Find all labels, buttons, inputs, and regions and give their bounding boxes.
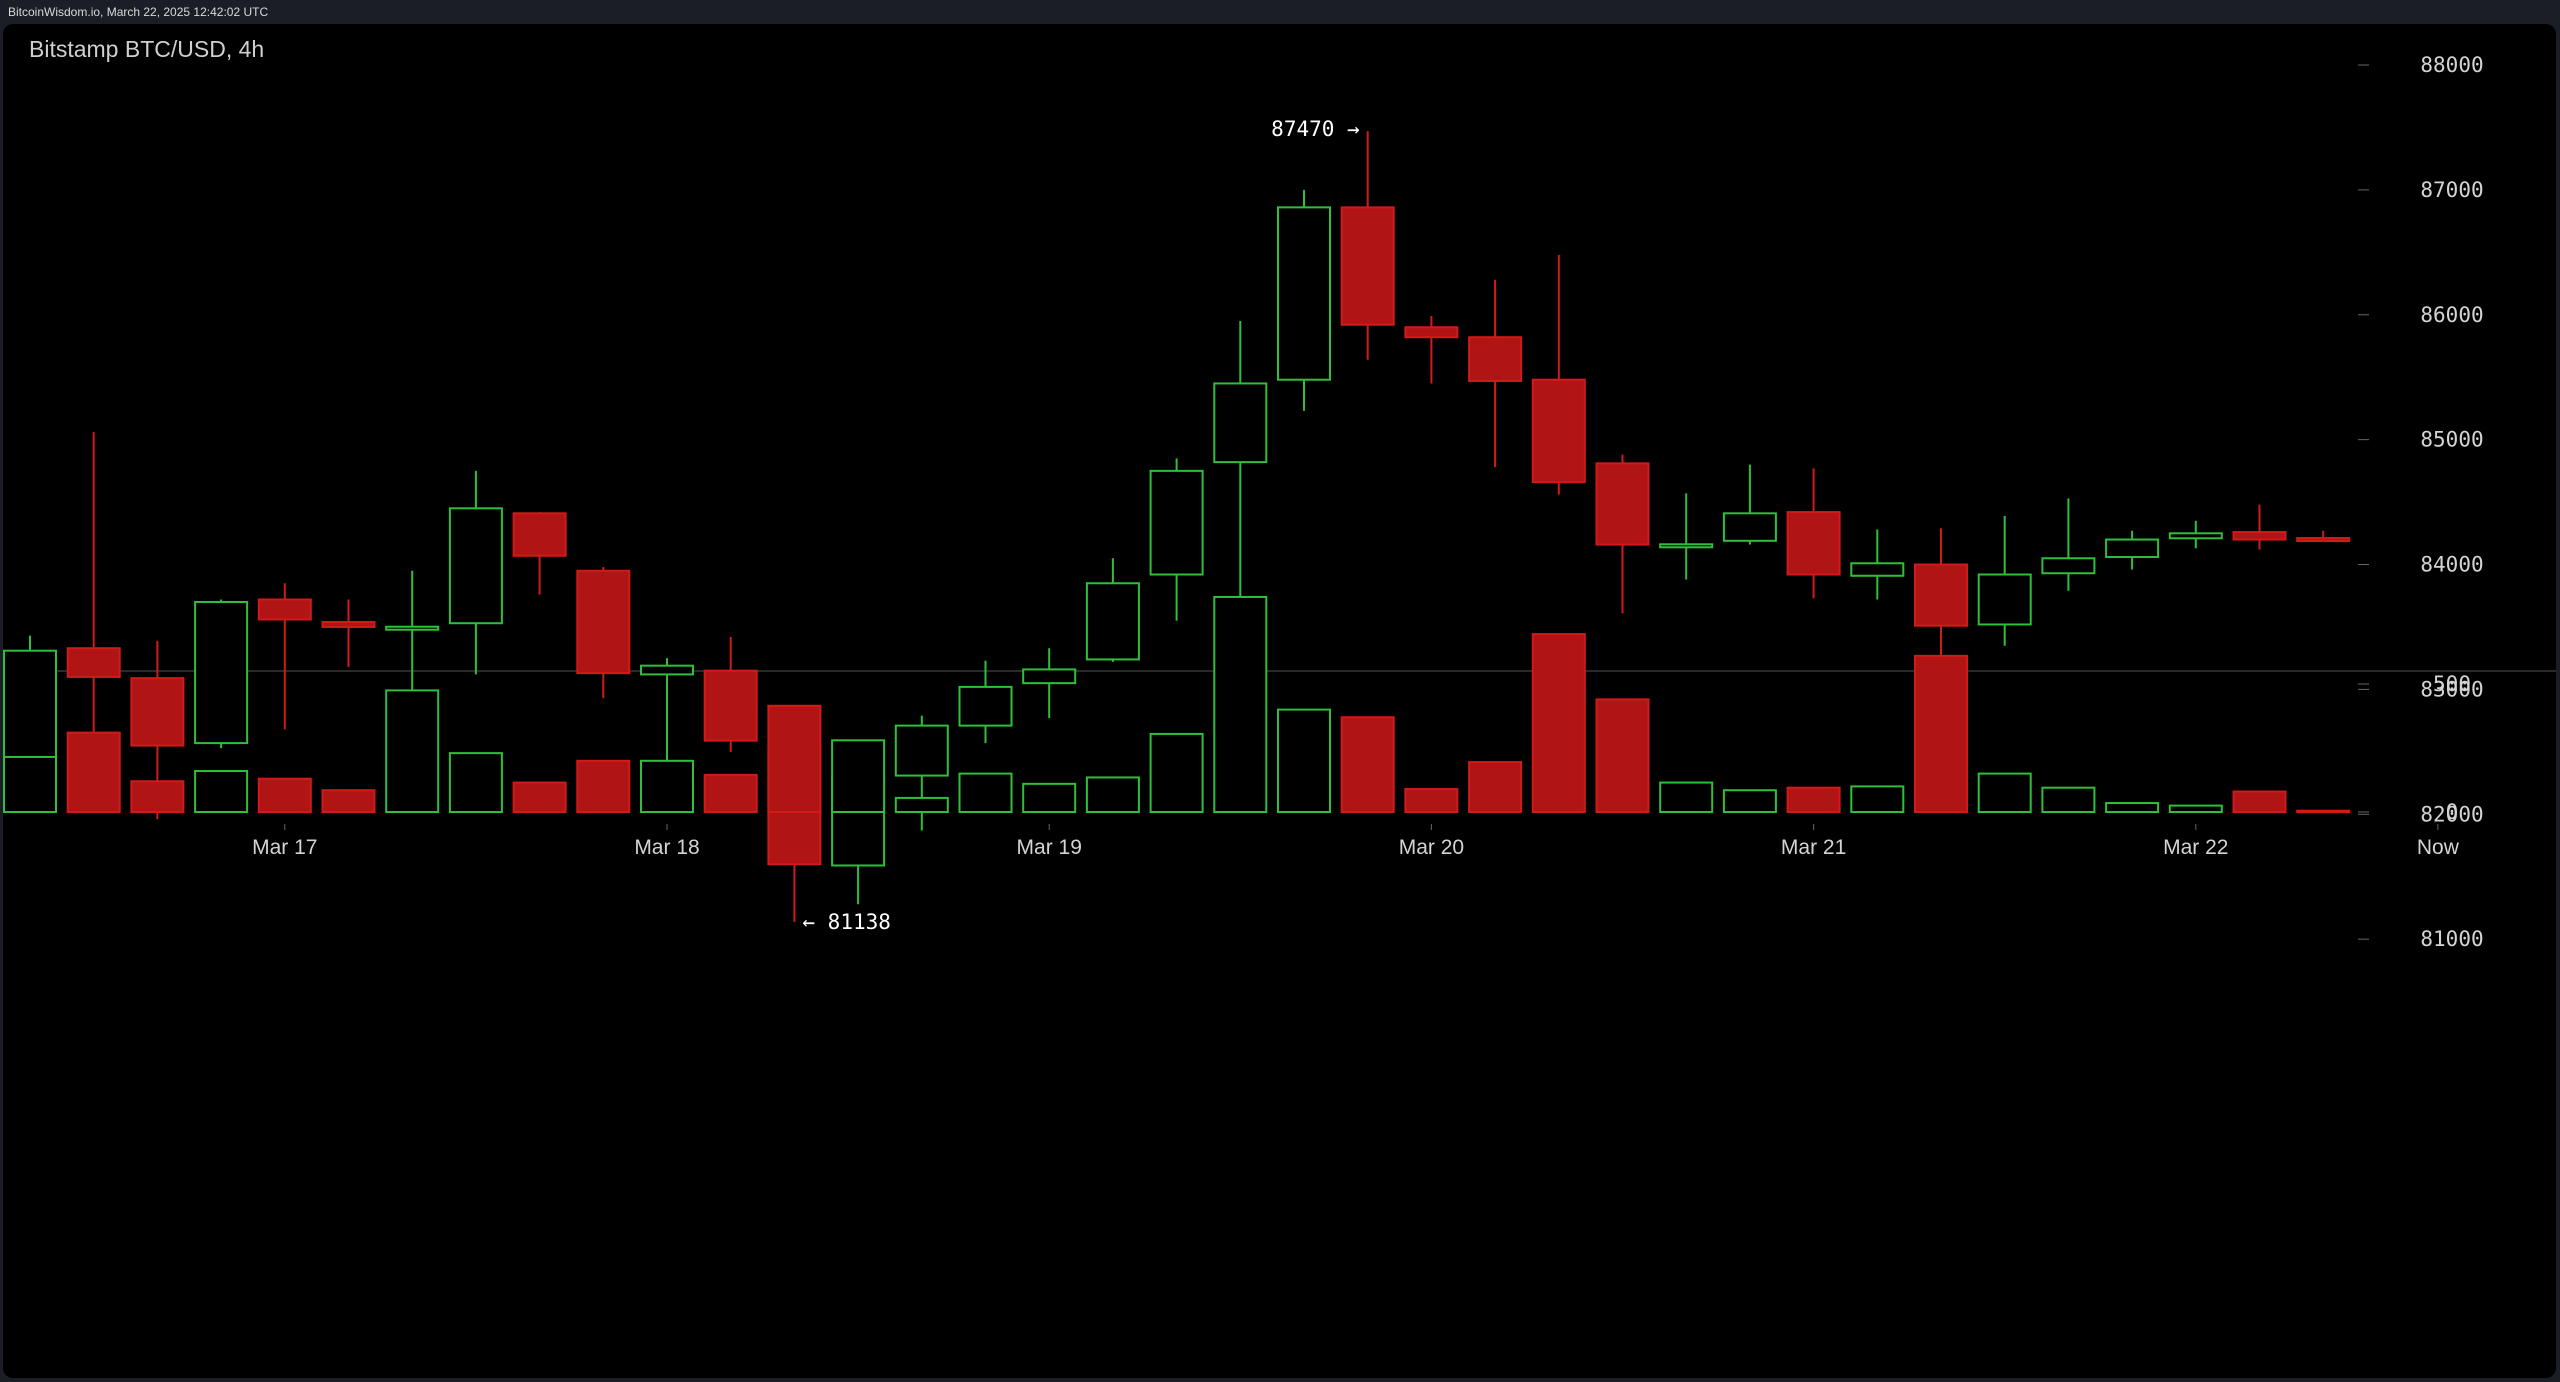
price-tick-label: 84000 — [2420, 553, 2483, 577]
top-status-bar: BitcoinWisdom.io, March 22, 2025 12:42:0… — [0, 0, 2560, 24]
volume-bar — [1404, 787, 1459, 814]
x-tick-label: Mar 20 — [1399, 836, 1464, 859]
candle-body — [576, 569, 631, 675]
volume-bar — [2296, 809, 2351, 813]
price-annotation: 87470 → — [1271, 117, 1360, 141]
candlestick-chart[interactable]: 81000 82000 83000 84000 85000 86000 87000 88000… — [3, 24, 2556, 1378]
candle-body — [130, 677, 185, 747]
candle-body — [2232, 531, 2287, 541]
volume-bar — [1085, 776, 1140, 814]
candle-body — [703, 669, 758, 742]
volume-bar — [2105, 802, 2160, 813]
candle-body — [194, 600, 249, 745]
volume-tick-label: 500 — [2433, 672, 2471, 696]
price-tick-label: 83000 — [2420, 677, 2483, 701]
candle-body — [1085, 582, 1140, 661]
volume-bar — [1595, 698, 1650, 813]
volume-bar — [194, 770, 249, 813]
x-tick-label: Mar 18 — [634, 836, 699, 859]
candle-body — [2168, 532, 2223, 540]
candle-body — [321, 620, 376, 628]
candle-body — [894, 724, 949, 777]
x-tick-label: Mar 19 — [1017, 836, 1082, 859]
chart-title: Bitstamp BTC/USD, 4h — [29, 36, 265, 62]
volume-bar — [831, 739, 886, 814]
candle-body — [1595, 462, 1650, 546]
price-annotation: ← 81138 — [802, 910, 891, 934]
volume-bar — [1659, 781, 1714, 813]
volume-bar — [2232, 790, 2287, 814]
candle-body — [1277, 206, 1331, 381]
candle-body — [2105, 538, 2160, 559]
volume-bar — [512, 781, 567, 813]
x-tick-label: Now — [2417, 836, 2460, 859]
price-tick-label: 88000 — [2420, 53, 2483, 77]
candle-body — [958, 685, 1013, 727]
price-tick-label: 82000 — [2420, 802, 2483, 826]
volume-bar — [66, 731, 121, 814]
candle-body — [512, 512, 567, 557]
candle-body — [385, 625, 440, 631]
candle-body — [448, 507, 503, 625]
price-tick-label: 85000 — [2420, 428, 2483, 452]
volume-bar — [1149, 732, 1204, 813]
candle-body — [2296, 537, 2351, 543]
candle-body — [3, 649, 57, 763]
candle-body — [1404, 326, 1459, 339]
candle-body — [1149, 469, 1204, 576]
candle-body — [1722, 512, 1777, 542]
volume-bar — [1213, 595, 1268, 814]
candle-body — [1468, 336, 1523, 382]
candle-body — [257, 598, 312, 621]
volume-bar — [576, 759, 631, 813]
volume-bar — [767, 704, 822, 814]
volume-bar — [1850, 785, 1905, 814]
volume-bar — [3, 755, 57, 814]
source-timestamp: BitcoinWisdom.io, March 22, 2025 12:42:0… — [8, 5, 269, 19]
volume-bar — [958, 772, 1013, 813]
volume-bar — [2041, 786, 2096, 813]
volume-bar — [894, 796, 949, 813]
candle-body — [2041, 557, 2096, 575]
volume-bar — [1468, 761, 1523, 814]
candle-body — [1786, 511, 1841, 576]
candle-body — [1213, 382, 1268, 464]
volume-tick-label: 0 — [2446, 800, 2459, 824]
volume-bar — [640, 759, 694, 813]
chart-panel: Bitstamp BTC/USD, 4h 81000 82000 83000 8400… — [3, 24, 2556, 1378]
volume-bar — [448, 752, 503, 813]
price-tick-label: 86000 — [2420, 303, 2483, 327]
x-tick-label: Mar 17 — [252, 836, 317, 859]
candle-body — [1659, 543, 1714, 549]
volume-bar — [703, 773, 758, 814]
candle-body — [640, 664, 694, 676]
volume-bar — [321, 789, 376, 813]
candle-body — [1914, 563, 1968, 627]
volume-bar — [1977, 772, 2032, 813]
volume-bar — [1277, 708, 1331, 813]
price-tick-label: 87000 — [2420, 178, 2483, 202]
volume-bar — [1786, 786, 1841, 813]
x-tick-label: Mar 21 — [1781, 836, 1846, 859]
candle-body — [1850, 562, 1905, 577]
volume-bar — [130, 780, 185, 814]
volume-bar — [1531, 633, 1586, 814]
volume-bar — [385, 689, 440, 814]
price-tick-label: 81000 — [2420, 927, 2483, 951]
candle-body — [1340, 206, 1395, 326]
candle-body — [1977, 573, 2032, 626]
candle-body — [1022, 668, 1077, 685]
volume-bar — [2168, 804, 2223, 813]
volume-bar — [1722, 789, 1777, 813]
volume-bar — [1914, 654, 1968, 814]
volume-bar — [1022, 782, 1077, 814]
candle-body — [66, 647, 121, 678]
volume-bar — [257, 777, 312, 813]
candle-body — [1531, 378, 1586, 484]
volume-bar — [1340, 716, 1395, 814]
x-tick-label: Mar 22 — [2163, 836, 2228, 859]
